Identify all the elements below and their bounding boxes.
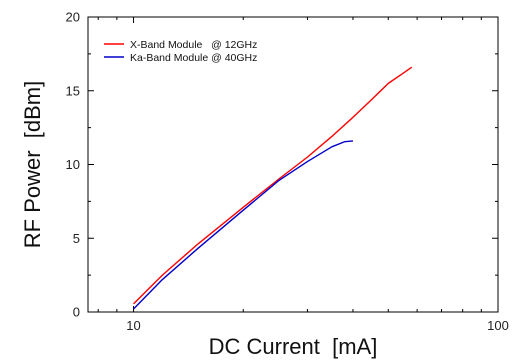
legend-label: Ka-Band Module @ 40GHz: [130, 52, 257, 64]
y-tick-label: 5: [73, 231, 80, 246]
y-tick-label: 15: [66, 83, 80, 98]
axis-tick-labels: 0 5 10 15 20 10 100: [66, 10, 509, 334]
y-tick-label: 0: [73, 305, 80, 320]
legend-label: X-Band Module @ 12GHz: [130, 39, 257, 51]
y-tick-label: 20: [66, 10, 80, 25]
series-layer: [133, 66, 413, 310]
y-axis-title: RF Power [dBm]: [20, 81, 45, 248]
x-tick-label: 10: [126, 318, 140, 333]
x-tick-label: 100: [487, 318, 509, 333]
series-line-1: [133, 66, 413, 305]
axis-ticks: [88, 16, 499, 313]
series-line-2: [133, 140, 354, 310]
y-tick-label: 10: [66, 157, 80, 172]
x-axis-title: DC Current [mA]: [209, 334, 378, 359]
